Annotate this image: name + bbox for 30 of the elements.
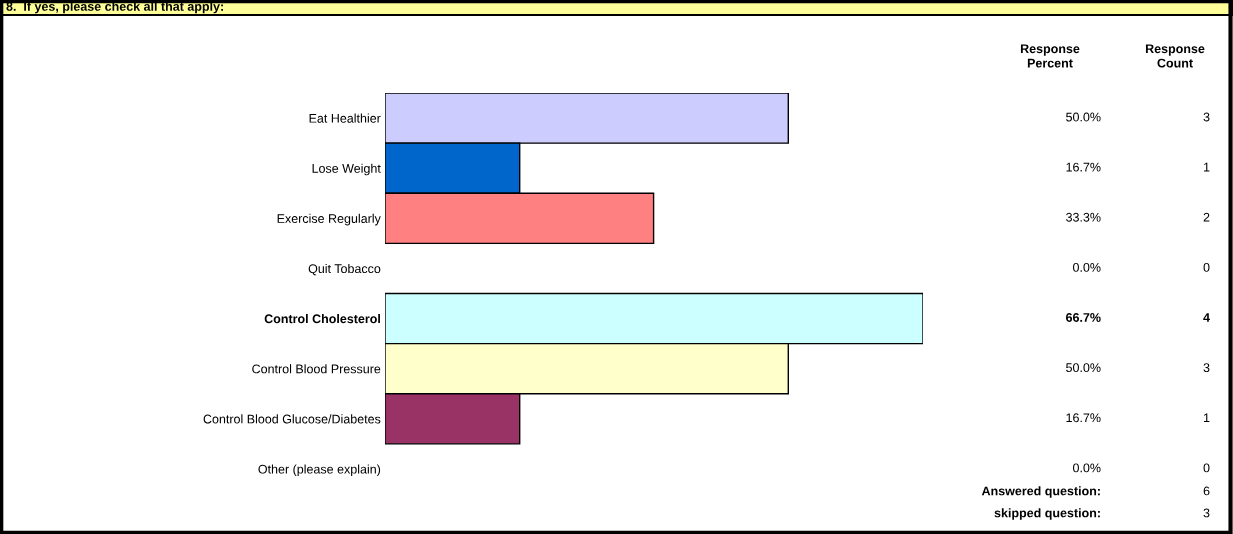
y-tick-label: Control Blood Pressure bbox=[252, 364, 381, 374]
text: 3 bbox=[1203, 363, 1210, 373]
text: 3 bbox=[1203, 112, 1210, 122]
text: 4 bbox=[1203, 313, 1210, 322]
data-label: 50.0% bbox=[1066, 363, 1101, 373]
y-tick-label: Other (please explain) bbox=[258, 464, 381, 477]
y-tick-label: Eat Healthier bbox=[309, 113, 381, 123]
y-tick-label: Quit Tobacco bbox=[308, 263, 381, 276]
text: Response Count bbox=[1145, 44, 1205, 68]
y-tick-label: Control Cholesterol bbox=[264, 314, 380, 324]
text: 6 bbox=[1203, 486, 1210, 496]
data-label: 16.7% bbox=[1066, 162, 1101, 172]
y-tick-label: Exercise Regularly bbox=[277, 213, 381, 226]
text: 0 bbox=[1203, 463, 1210, 473]
data-label: 0.0% bbox=[1073, 262, 1101, 272]
text: Answered question: bbox=[981, 486, 1100, 498]
text: skipped question: bbox=[994, 508, 1100, 520]
data-label: 50.0% bbox=[1066, 112, 1101, 122]
text: 1 bbox=[1204, 413, 1210, 423]
text: 3 bbox=[1203, 508, 1210, 518]
data-label: 33.3% bbox=[1066, 212, 1101, 222]
y-tick-label: Lose Weight bbox=[312, 163, 381, 176]
data-label: 16.7% bbox=[1066, 413, 1101, 423]
text: 1 bbox=[1204, 162, 1210, 172]
data-label: 66.7% bbox=[1066, 313, 1101, 322]
text: 2 bbox=[1203, 212, 1210, 222]
text: Response Percent bbox=[1020, 44, 1080, 68]
text: 0 bbox=[1203, 262, 1210, 272]
data-label: 0.0% bbox=[1073, 463, 1101, 473]
y-tick-label: Control Blood Glucose/Diabetes bbox=[203, 414, 381, 424]
